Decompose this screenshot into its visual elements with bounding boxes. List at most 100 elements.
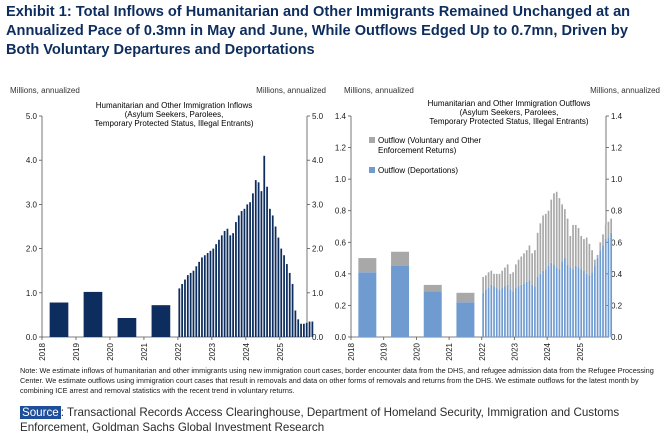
annual-bar-voluntary	[423, 284, 442, 292]
legend-label-deportations: Outflow (Deportations)	[378, 166, 458, 175]
monthly-bar-deportations	[547, 265, 550, 337]
monthly-bar-voluntary	[514, 264, 517, 289]
monthly-bar-voluntary	[561, 204, 563, 262]
y-tick-label-left: 1.0	[26, 289, 38, 298]
y-tick-label-left: 0.6	[335, 238, 347, 247]
monthly-bar-deportations	[585, 273, 588, 337]
y-tick-label-left: 1.4	[335, 112, 347, 121]
monthly-bar-deportations	[509, 289, 512, 337]
monthly-bar-deportations	[574, 265, 577, 337]
monthly-bar-deportations	[512, 291, 514, 337]
monthly-bar-voluntary	[528, 245, 531, 281]
x-tick-label: 2025	[276, 342, 285, 360]
monthly-bar-deportations	[520, 284, 523, 337]
monthly-bar-deportations	[482, 292, 484, 337]
monthly-bar-voluntary	[539, 223, 542, 274]
monthly-bar-deportations	[536, 277, 539, 337]
y-tick-label-left: 0.2	[335, 301, 347, 310]
monthly-bar	[243, 208, 246, 337]
x-tick-label: 2019	[72, 342, 81, 360]
monthly-bar	[294, 310, 297, 337]
y-tick-label-right: 1.0	[611, 175, 623, 184]
monthly-bar-voluntary	[583, 239, 585, 271]
y-tick-label-left: 0.0	[26, 333, 38, 342]
x-tick-label: 2025	[576, 342, 585, 360]
monthly-bar	[203, 255, 206, 337]
y-tick-label-right: 2.0	[312, 245, 324, 254]
monthly-bar	[277, 237, 280, 337]
monthly-bar-voluntary	[523, 253, 525, 284]
monthly-bar	[209, 250, 212, 337]
monthly-bar-voluntary	[604, 224, 607, 240]
monthly-bar-voluntary	[558, 198, 561, 270]
monthly-bar-deportations	[493, 286, 495, 337]
monthly-bar-deportations	[580, 269, 583, 337]
monthly-bar	[237, 215, 240, 337]
monthly-bar-deportations	[591, 272, 593, 337]
x-tick-label: 2024	[242, 342, 251, 360]
chart-title-line-2: (Asylum Seekers, Parolees,	[125, 110, 224, 119]
monthly-bar	[206, 253, 209, 337]
monthly-bar	[283, 255, 285, 337]
monthly-bar	[260, 191, 263, 337]
monthly-bar-voluntary	[498, 273, 501, 290]
annual-bar-deportations	[423, 291, 442, 337]
monthly-bar	[186, 275, 189, 337]
monthly-bar	[254, 180, 257, 337]
chart-source: Source: Transactional Records Access Cle…	[20, 405, 660, 435]
monthly-bar	[195, 266, 198, 337]
source-label: Source	[20, 406, 61, 419]
annual-bar	[49, 302, 69, 337]
monthly-bar-voluntary	[531, 253, 534, 285]
monthly-bar	[274, 226, 277, 337]
y-tick-label-right: 0.2	[611, 301, 623, 310]
x-tick-label: 2022	[478, 342, 487, 360]
monthly-bar	[226, 228, 229, 337]
x-tick-label: 2024	[543, 342, 552, 360]
monthly-bar-voluntary	[593, 259, 596, 266]
plot-area: 0.0 0.0 0.2 0.2 0.4 0.4 0.6 0.6 0.8 0.8 1.0 1.0 1.2 1…	[335, 112, 623, 361]
monthly-bar-voluntary	[566, 218, 569, 265]
monthly-bar-voluntary	[599, 242, 602, 251]
x-tick-label: 2020	[412, 342, 421, 360]
monthly-bar-voluntary	[596, 254, 599, 259]
y-tick-label-right: 1.4	[611, 112, 623, 121]
y-tick-label-right: 0.6	[611, 238, 623, 247]
outflows-chart: Millions, annualized Millions, annualize…	[335, 86, 660, 361]
monthly-bar-voluntary	[602, 234, 604, 246]
monthly-bar-deportations	[487, 288, 490, 337]
y-tick-label-left: 1.2	[335, 144, 347, 153]
monthly-bar-voluntary	[542, 215, 544, 271]
x-tick-label: 2018	[38, 342, 47, 360]
monthly-bar-deportations	[607, 237, 610, 337]
annual-bar	[151, 305, 171, 337]
monthly-bar	[218, 239, 220, 337]
monthly-bar-voluntary	[569, 235, 572, 268]
x-tick-label: 2022	[174, 342, 183, 360]
chart-title: Humanitarian and Other Immigration Inflo…	[94, 101, 254, 128]
x-tick-label: 2021	[140, 342, 149, 360]
monthly-bar-voluntary	[525, 250, 528, 282]
monthly-bar-voluntary	[585, 237, 588, 274]
monthly-bar	[266, 186, 268, 337]
monthly-bar-voluntary	[482, 277, 484, 293]
chart-title-line-3: Temporary Protected Status, Illegal Entr…	[429, 117, 589, 126]
y-tick-label-left: 2.0	[26, 245, 38, 254]
monthly-bar-deportations	[599, 250, 602, 337]
y-tick-label-right: 5.0	[312, 112, 324, 121]
left-axis-unit-label: Millions, annualized	[344, 86, 414, 95]
monthly-bar-deportations	[542, 270, 544, 337]
annual-bar-voluntary	[358, 258, 377, 273]
monthly-bar	[178, 288, 181, 337]
legend: Outflow (Voluntary and Other Enforcement…	[369, 136, 482, 175]
y-tick-label-right: 0.8	[611, 207, 623, 216]
y-tick-label-left: 0.0	[335, 333, 347, 342]
source-text: : Transactional Records Access Clearingh…	[20, 406, 620, 434]
monthly-bar-voluntary	[487, 272, 490, 289]
monthly-bar-voluntary	[495, 273, 498, 289]
annual-bar-voluntary	[391, 251, 410, 266]
y-tick-label-left: 4.0	[26, 156, 38, 165]
monthly-bar-deportations	[531, 284, 534, 337]
annual-bar-deportations	[391, 265, 410, 337]
monthly-bar-deportations	[539, 273, 542, 337]
